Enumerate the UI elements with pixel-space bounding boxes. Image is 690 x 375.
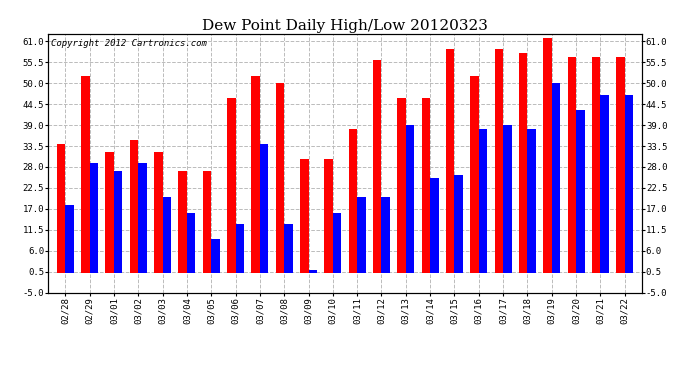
Bar [527,129,536,273]
Bar [130,140,138,273]
Bar [324,159,333,273]
Bar [397,99,406,273]
Text: Copyright 2012 Cartronics.com: Copyright 2012 Cartronics.com [51,39,207,48]
Bar [543,38,552,273]
Bar [81,76,90,273]
Bar [624,94,633,273]
Bar [187,213,195,273]
Bar [382,197,390,273]
Bar [568,57,576,273]
Bar [179,171,187,273]
Bar [373,60,382,273]
Bar [90,163,98,273]
Bar [552,83,560,273]
Bar [300,159,308,273]
Bar [251,76,260,273]
Bar [406,125,414,273]
Bar [471,76,479,273]
Bar [422,99,430,273]
Bar [284,224,293,273]
Bar [276,83,284,273]
Bar [430,178,439,273]
Bar [495,49,503,273]
Bar [600,94,609,273]
Title: Dew Point Daily High/Low 20120323: Dew Point Daily High/Low 20120323 [202,19,488,33]
Bar [57,144,66,273]
Bar [66,205,74,273]
Bar [154,152,163,273]
Bar [235,224,244,273]
Bar [348,129,357,273]
Bar [479,129,487,273]
Bar [503,125,511,273]
Bar [114,171,123,273]
Bar [163,197,171,273]
Bar [357,197,366,273]
Bar [260,144,268,273]
Bar [106,152,114,273]
Bar [616,57,624,273]
Bar [576,110,584,273]
Bar [308,270,317,273]
Bar [519,53,527,273]
Bar [203,171,211,273]
Bar [455,174,463,273]
Bar [138,163,147,273]
Bar [227,99,235,273]
Bar [592,57,600,273]
Bar [446,49,455,273]
Bar [211,239,219,273]
Bar [333,213,342,273]
